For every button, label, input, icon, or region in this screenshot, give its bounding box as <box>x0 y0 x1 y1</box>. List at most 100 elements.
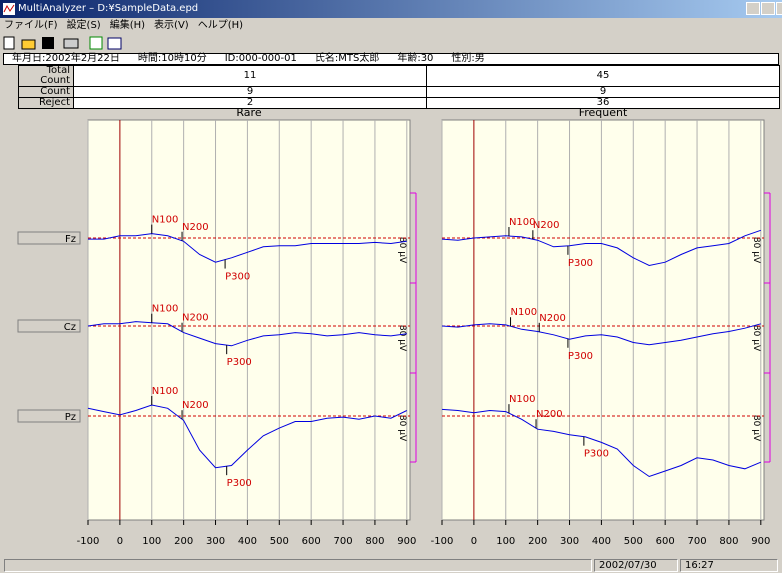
info-field: ID:000-000-01 <box>224 53 297 64</box>
scale-label: 80 μV <box>397 415 407 442</box>
peak-label: N100 <box>509 217 536 228</box>
toolbar-icons <box>3 36 122 50</box>
menu-item[interactable]: 表示(V) <box>154 20 189 31</box>
table-row: Total Count 11 45 <box>18 65 780 87</box>
print-icon[interactable] <box>63 38 79 49</box>
count-value: 45 <box>426 65 780 87</box>
peak-label: P300 <box>227 357 252 368</box>
peak-label: P300 <box>225 272 250 283</box>
count-value: 9 <box>73 86 427 98</box>
waveform <box>87 404 408 469</box>
x-tick-label: 400 <box>238 536 257 547</box>
scale-label: 80 μV <box>751 325 761 352</box>
x-tick-label: 0 <box>117 536 123 547</box>
analyze-icon[interactable] <box>89 36 103 50</box>
x-tick-label: 800 <box>365 536 384 547</box>
x-tick-label: 0 <box>471 536 477 547</box>
info-field: 年月日:2002年2月22日 <box>12 53 120 64</box>
waveform-area: Fz Cz Pz Rare -100 0 100 200 300 400 500 600 700 800 9… <box>17 106 771 547</box>
info-field: 年齢:30 <box>397 53 434 64</box>
x-tick-label: 800 <box>719 536 738 547</box>
title-bar: MultiAnalyzer – D:¥SampleData.epd <box>0 0 782 18</box>
x-tick-label: 500 <box>624 536 643 547</box>
peak-label: P300 <box>584 449 609 460</box>
x-tick-label: -100 <box>77 536 100 547</box>
waveform <box>441 229 761 267</box>
new-icon[interactable] <box>3 36 15 50</box>
status-bar: 2002/07/30 16:27 <box>0 558 782 573</box>
x-tick-label: 600 <box>302 536 321 547</box>
save-icon[interactable] <box>42 37 54 49</box>
table-icon[interactable] <box>107 37 122 50</box>
info-field: 氏名:MTS太郎 <box>314 53 380 64</box>
menu-item[interactable]: 編集(H) <box>109 20 146 31</box>
x-tick-label: 400 <box>592 536 611 547</box>
scale-label: 80 μV <box>397 237 407 264</box>
channel-label: Cz <box>64 322 76 333</box>
app-icon <box>3 3 15 15</box>
channel-label: Pz <box>65 412 76 423</box>
table-row: Reject 2 36 <box>18 97 780 109</box>
toolbar <box>0 34 782 52</box>
row-header: Total Count <box>18 65 74 87</box>
x-tick-label: 300 <box>206 536 225 547</box>
x-tick-label: -100 <box>431 536 454 547</box>
x-tick-label: 700 <box>334 536 353 547</box>
count-value: 11 <box>73 65 427 87</box>
x-tick-label: 200 <box>528 536 547 547</box>
status-time: 16:27 <box>680 559 778 572</box>
waveform <box>88 233 407 263</box>
open-icon[interactable] <box>21 39 36 50</box>
peak-label: P300 <box>227 478 252 489</box>
scale-label: 80 μV <box>751 415 761 442</box>
plot-background <box>441 119 765 521</box>
count-table: Total Count 11 45 Count 9 9 Reject 2 36 <box>18 65 780 109</box>
menu-item[interactable]: ヘルプ(H) <box>197 20 244 31</box>
panel-title: Frequent <box>579 106 628 119</box>
scale-label: 80 μV <box>751 237 761 264</box>
x-tick-label: 300 <box>560 536 579 547</box>
channel-label-box <box>17 409 81 423</box>
maximize-button[interactable] <box>761 2 775 15</box>
peak-label: N100 <box>511 307 538 318</box>
count-value: 9 <box>426 86 780 98</box>
panel-title: Rare <box>236 106 261 119</box>
peak-label: P300 <box>568 258 593 269</box>
peak-label: N100 <box>509 394 536 405</box>
status-date: 2002/07/30 <box>594 559 678 572</box>
info-field: 時間:10時10分 <box>137 53 207 64</box>
close-button[interactable] <box>776 2 782 15</box>
waveform <box>87 321 407 347</box>
peak-label: N100 <box>152 386 179 397</box>
waveform <box>441 408 761 478</box>
peak-label: N200 <box>182 313 209 324</box>
table-row: Count 9 9 <box>18 86 780 98</box>
peak-label: N200 <box>182 222 209 233</box>
window-title: MultiAnalyzer – D:¥SampleData.epd <box>18 3 199 14</box>
subject-info: 年月日:2002年2月22日 時間:10時10分 ID:000-000-01 氏名:M… <box>3 53 779 65</box>
peak-label: N100 <box>152 304 179 315</box>
menu-item[interactable]: ファイル(F) <box>4 20 58 31</box>
minimize-button[interactable] <box>746 2 760 15</box>
info-field: 性別:男 <box>451 53 485 64</box>
count-value: 36 <box>426 97 780 109</box>
row-header: Count <box>18 86 74 98</box>
x-tick-label: 500 <box>270 536 289 547</box>
channel-label-box <box>17 231 81 245</box>
x-tick-label: 200 <box>174 536 193 547</box>
plot-background <box>87 119 411 521</box>
waveform <box>441 323 761 346</box>
x-tick-label: 900 <box>397 536 416 547</box>
channel-label-box <box>17 319 81 333</box>
status-panel <box>4 559 592 572</box>
peak-label: N200 <box>536 409 563 420</box>
x-tick-label: 600 <box>656 536 675 547</box>
channel-label: Fz <box>65 234 76 245</box>
x-tick-label: 900 <box>751 536 770 547</box>
x-tick-label: 700 <box>688 536 707 547</box>
peak-label: N200 <box>539 313 566 324</box>
peak-label: N200 <box>533 220 560 231</box>
x-tick-label: 100 <box>496 536 515 547</box>
menu-item[interactable]: 設定(S) <box>66 20 101 31</box>
